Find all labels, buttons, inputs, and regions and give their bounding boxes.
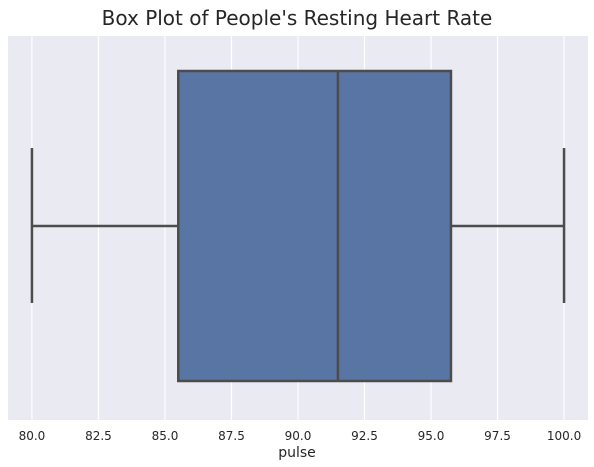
x-axis-label: pulse <box>278 445 316 461</box>
x-tick-label: 97.5 <box>484 429 511 443</box>
x-tick-labels: 80.0 82.5 85.0 87.5 90.0 92.5 95.0 97.5 100.0 <box>19 429 582 443</box>
x-tick-label: 95.0 <box>418 429 445 443</box>
x-tick-label: 85.0 <box>152 429 179 443</box>
x-tick-label: 87.5 <box>218 429 245 443</box>
x-tick-label: 80.0 <box>19 429 46 443</box>
box-plot-group <box>30 69 566 383</box>
chart-title: Box Plot of People's Resting Heart Rate <box>102 6 493 30</box>
x-tick-label: 100.0 <box>547 429 581 443</box>
x-tick-label: 92.5 <box>351 429 378 443</box>
x-tick-label: 90.0 <box>285 429 312 443</box>
interquartile-box <box>177 69 453 383</box>
x-tick-label: 82.5 <box>85 429 112 443</box>
